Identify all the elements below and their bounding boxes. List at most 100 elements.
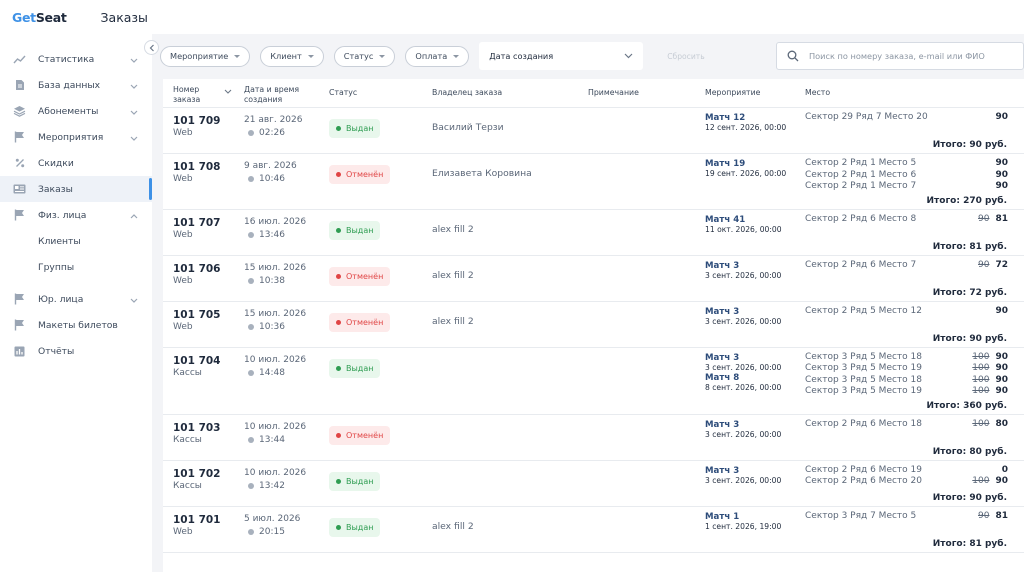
sidebar-item-6[interactable]: Физ. лица — [0, 202, 152, 228]
sidebar-item-label: Макеты билетов — [38, 319, 118, 331]
order-number[interactable]: 101 704 — [173, 354, 221, 367]
sidebar-item-7[interactable]: Клиенты — [0, 228, 152, 254]
filter-client[interactable]: Клиент — [260, 45, 324, 67]
date-sort-select[interactable]: Дата создания — [479, 42, 644, 70]
order-seats-cell: Сектор 2 Ряд 5 Место 12 90 — [805, 306, 1008, 318]
filter-status[interactable]: Статус — [333, 45, 396, 67]
search-input[interactable] — [809, 51, 1019, 61]
order-seats-cell: Сектор 2 Ряд 6 Место 19 0 Сектор 2 Ряд 6 М… — [805, 465, 1008, 488]
order-time: 20:15 — [244, 527, 300, 537]
status-label: Выдан — [346, 476, 374, 486]
event-name[interactable]: Матч 3 — [705, 306, 740, 317]
order-number[interactable]: 101 703 — [173, 421, 221, 434]
order-time: 13:42 — [244, 481, 306, 491]
filter-client-label: Клиент — [270, 51, 302, 61]
order-time: 13:46 — [244, 230, 306, 240]
filter-event-label: Мероприятие — [170, 51, 229, 61]
order-number[interactable]: 101 705 — [173, 308, 221, 321]
order-owner[interactable]: alex fill 2 — [432, 315, 474, 327]
seat-prices: 100 90 — [972, 386, 1008, 398]
order-number-cell: 101 705 Web — [173, 309, 221, 332]
event-name[interactable]: Матч 3 — [705, 352, 740, 363]
order-number-cell: 101 704 Кассы — [173, 355, 221, 378]
chevron-down-icon[interactable] — [130, 295, 138, 306]
event-name[interactable]: Матч 3 — [705, 260, 740, 271]
sidebar-item-1[interactable]: База данных — [0, 72, 152, 98]
seat-price: 72 — [995, 259, 1008, 270]
seat-line: Сектор 2 Ряд 1 Место 7 90 — [805, 181, 1008, 193]
event-name[interactable]: Матч 12 — [705, 113, 746, 123]
order-number[interactable]: 101 707 — [173, 216, 221, 229]
order-owner[interactable]: alex fill 2 — [432, 223, 474, 235]
status-dot-icon — [336, 273, 341, 279]
chevron-down-icon[interactable] — [130, 107, 138, 118]
order-channel: Web — [173, 174, 193, 184]
table-row[interactable]: 101 709 Web 21 авг. 2026 02:26 Выдан Василий … — [163, 108, 1024, 154]
table-row[interactable]: 101 701 Web 5 июл. 2026 20:15 Выдан alex fill… — [163, 507, 1024, 553]
seat-prices: 90 — [995, 306, 1008, 318]
order-total: Итого: 90 руб. — [932, 140, 1007, 150]
col-note-header: Примечание — [588, 88, 639, 97]
col-datetime-header[interactable]: Дата и время создания — [244, 85, 300, 104]
table-row[interactable]: 101 706 Web 15 июл. 2026 10:38 Отменён alex f… — [163, 256, 1024, 302]
order-datetime-cell: 9 авг. 2026 10:46 — [244, 161, 297, 184]
order-date: 10 июл. 2026 — [244, 354, 307, 365]
event-name[interactable]: Матч 8 — [705, 372, 740, 383]
sidebar-item-10[interactable]: Макеты билетов — [0, 312, 152, 338]
order-time: 10:46 — [244, 174, 297, 184]
order-date: 10 июл. 2026 — [244, 467, 307, 478]
order-number-cell: 101 708 Web — [173, 161, 221, 184]
order-number[interactable]: 101 709 — [173, 115, 221, 127]
col-number-header[interactable]: Номер заказа — [173, 85, 201, 104]
app-logo[interactable]: GetSeat — [12, 10, 67, 25]
filter-event[interactable]: Мероприятие — [160, 45, 251, 67]
status-dot-icon — [336, 432, 341, 438]
event-date: 8 сент. 2026, 00:00 — [705, 382, 782, 392]
chevron-down-icon[interactable] — [130, 81, 138, 92]
seat-line: Сектор 2 Ряд 1 Место 5 90 — [805, 158, 1008, 170]
sidebar-item-2[interactable]: Абонементы — [0, 98, 152, 124]
seat-price: 90 — [995, 386, 1008, 396]
event-name[interactable]: Матч 1 — [705, 511, 740, 522]
sidebar-item-5[interactable]: Заказы — [0, 176, 152, 202]
order-datetime-cell: 10 июл. 2026 13:44 — [244, 422, 306, 445]
sidebar-item-4[interactable]: Скидки — [0, 150, 152, 176]
chevron-up-icon[interactable] — [130, 211, 138, 222]
order-owner[interactable]: Василий Терзи — [432, 122, 504, 133]
sidebar-item-0[interactable]: Статистика — [0, 46, 152, 72]
chevron-down-icon[interactable] — [130, 133, 138, 144]
order-datetime-cell: 10 июл. 2026 14:48 — [244, 355, 306, 378]
sidebar-item-9[interactable]: Юр. лица — [0, 286, 152, 312]
sidebar-item-11[interactable]: Отчёты — [0, 338, 152, 364]
order-owner[interactable]: Елизавета Коровина — [432, 168, 532, 179]
table-row[interactable]: 101 703 Кассы 10 июл. 2026 13:44 Отменён Матч… — [163, 415, 1024, 461]
filter-payment[interactable]: Оплата — [405, 45, 470, 67]
table-row[interactable]: 101 702 Кассы 10 июл. 2026 13:42 Выдан Матч 3… — [163, 461, 1024, 507]
seat-place: Сектор 2 Ряд 6 Место 20 — [805, 476, 922, 486]
sidebar-item-8[interactable]: Группы — [0, 254, 152, 280]
table-row[interactable]: 101 707 Web 16 июл. 2026 13:46 Выдан alex fil… — [163, 210, 1024, 256]
order-owner[interactable]: alex fill 2 — [432, 520, 474, 532]
sidebar-collapse-button[interactable] — [144, 40, 159, 55]
table-row[interactable]: 101 704 Кассы 10 июл. 2026 14:48 Выдан Матч 3… — [163, 348, 1024, 415]
order-number[interactable]: 101 702 — [173, 467, 221, 480]
order-number[interactable]: 101 708 — [173, 161, 221, 173]
event-name[interactable]: Матч 3 — [705, 465, 740, 476]
search-icon — [787, 50, 799, 62]
event-name[interactable]: Матч 19 — [705, 159, 746, 169]
order-number[interactable]: 101 701 — [173, 513, 221, 526]
order-date: 10 июл. 2026 — [244, 421, 307, 432]
chevron-down-icon[interactable] — [130, 55, 138, 66]
table-row[interactable]: 101 708 Web 9 авг. 2026 10:46 Отменён Елизаве… — [163, 154, 1024, 210]
sidebar-item-3[interactable]: Мероприятия — [0, 124, 152, 150]
event-name[interactable]: Матч 3 — [705, 419, 740, 430]
sort-chevron-icon[interactable] — [224, 89, 232, 95]
status-label: Выдан — [346, 522, 374, 532]
table-row[interactable]: 101 705 Web 15 июл. 2026 10:36 Отменён alex f… — [163, 302, 1024, 348]
order-owner[interactable]: alex fill 2 — [432, 269, 474, 281]
event-name[interactable]: Матч 41 — [705, 214, 746, 225]
reset-filters-button[interactable]: Сбросить — [667, 51, 705, 61]
order-number[interactable]: 101 706 — [173, 262, 221, 275]
